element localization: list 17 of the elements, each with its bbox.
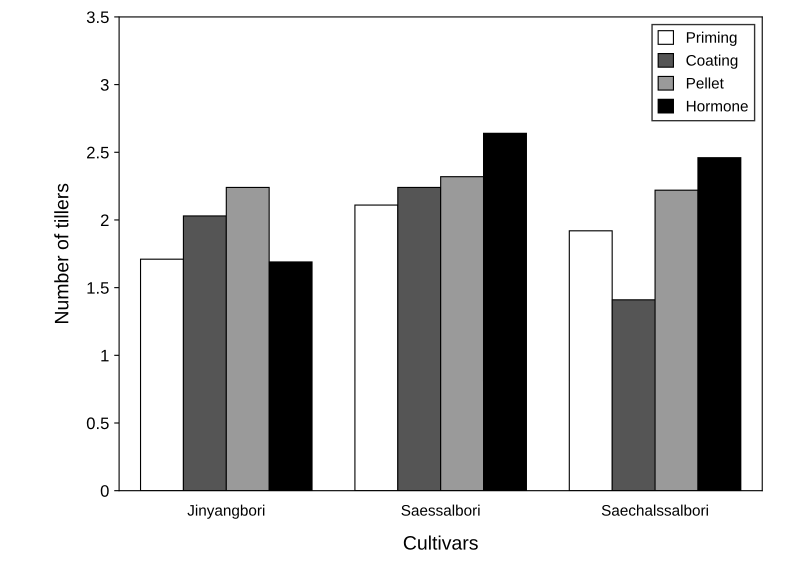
y-tick-label: 1.5 [87, 282, 109, 294]
y-tick-label: 3.5 [86, 11, 109, 24]
y-tick-label: 0.5 [86, 417, 109, 430]
y-tick-label: 3 [100, 79, 109, 91]
legend-label: Pellet [686, 77, 724, 89]
x-tick-label: Saechalssalbori [602, 504, 708, 516]
y-tick-label: 0 [100, 485, 109, 497]
x-tick-label: Jinyangbori [187, 504, 264, 519]
legend-label: Hormone [686, 100, 748, 112]
x-tick-label: Saessalbori [401, 504, 480, 516]
y-axis-title: Number of tillers [54, 184, 68, 323]
legend-label: Coating [686, 54, 738, 69]
legend-label: Priming [686, 32, 736, 46]
y-tick-label: 1 [101, 350, 109, 362]
y-tick-label: 2 [100, 214, 109, 226]
y-tick-label: 2.5 [87, 146, 109, 158]
x-axis-title: Cultivars [404, 535, 478, 550]
